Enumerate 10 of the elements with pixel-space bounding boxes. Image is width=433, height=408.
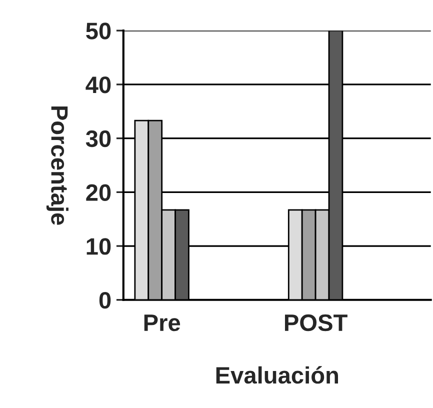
y-tick-label: 20 [86,184,111,201]
y-tick-label: 0 [99,292,111,309]
y-tick-label: 40 [86,76,111,94]
y-axis-title: Porcentaje [46,106,68,225]
y-tick-label: 50 [86,22,111,40]
y-tick-label: 30 [86,130,111,148]
x-tick-label: POST [284,314,348,332]
x-axis-title: Evaluación [216,366,338,384]
x-tick-label: Pre [144,314,180,332]
y-tick-label: 10 [86,238,111,255]
